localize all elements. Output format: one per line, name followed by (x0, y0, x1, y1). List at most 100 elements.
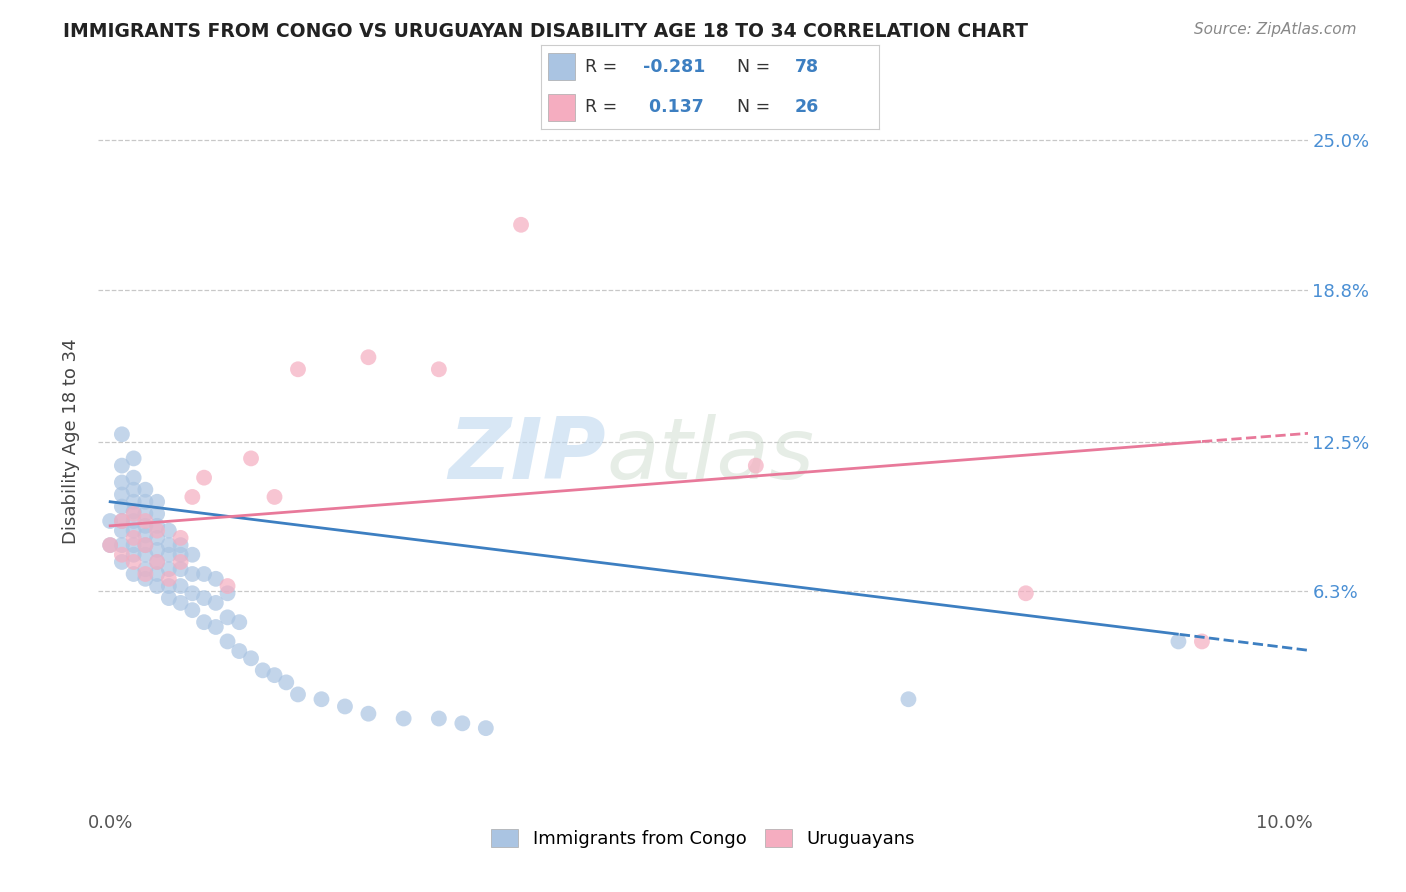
Text: Source: ZipAtlas.com: Source: ZipAtlas.com (1194, 22, 1357, 37)
Point (157, 572, 180, 586)
Text: ZIP: ZIP (449, 415, 606, 498)
Point (122, 538, 145, 552)
Text: R =: R = (585, 58, 623, 76)
Point (111, 514, 134, 528)
Point (1015, 586, 1038, 600)
Point (146, 542, 169, 557)
Point (169, 579, 191, 593)
Point (169, 548, 191, 562)
Text: N =: N = (737, 98, 776, 116)
Point (311, 692, 333, 706)
Point (157, 591, 180, 606)
Point (169, 562, 191, 576)
Point (122, 483, 145, 497)
Point (217, 586, 239, 600)
Point (169, 531, 191, 545)
Point (169, 596, 191, 610)
Point (181, 490, 204, 504)
Point (134, 572, 156, 586)
Point (134, 548, 156, 562)
Text: 0.137: 0.137 (643, 98, 703, 116)
Point (122, 494, 145, 508)
Text: IMMIGRANTS FROM CONGO VS URUGUAYAN DISABILITY AGE 18 TO 34 CORRELATION CHART: IMMIGRANTS FROM CONGO VS URUGUAYAN DISAB… (63, 22, 1028, 41)
Point (111, 538, 134, 552)
Point (263, 668, 285, 682)
Point (122, 524, 145, 538)
Point (134, 483, 156, 497)
Point (193, 615, 215, 630)
Text: 26: 26 (794, 98, 818, 116)
Point (146, 519, 169, 533)
Point (745, 458, 768, 473)
Point (134, 514, 156, 528)
Point (157, 524, 180, 538)
Point (240, 651, 263, 665)
Point (146, 555, 169, 569)
Point (357, 706, 380, 721)
Point (204, 572, 226, 586)
Point (146, 507, 169, 521)
Point (193, 567, 215, 582)
Point (122, 567, 145, 582)
Point (122, 514, 145, 528)
Text: -0.281: -0.281 (643, 58, 704, 76)
Point (157, 562, 180, 576)
Point (98, 514, 121, 528)
Point (181, 586, 204, 600)
Point (333, 699, 356, 714)
Point (193, 591, 215, 606)
Point (146, 531, 169, 545)
Point (134, 507, 156, 521)
Point (146, 555, 169, 569)
Point (204, 596, 226, 610)
Point (146, 567, 169, 582)
Point (392, 712, 415, 726)
Point (157, 548, 180, 562)
Point (217, 634, 239, 648)
Point (252, 664, 274, 678)
Point (111, 524, 134, 538)
Point (146, 524, 169, 538)
Point (357, 350, 380, 364)
Point (181, 567, 204, 582)
Point (217, 610, 239, 624)
Point (1167, 634, 1189, 648)
Point (98, 538, 121, 552)
Point (122, 504, 145, 518)
Point (122, 451, 145, 466)
Point (897, 692, 920, 706)
Bar (548, 54, 575, 80)
Point (111, 427, 134, 442)
Point (287, 362, 309, 376)
Point (111, 458, 134, 473)
Text: 78: 78 (794, 58, 818, 76)
Point (122, 507, 145, 521)
Point (427, 362, 450, 376)
Point (287, 687, 309, 701)
Point (204, 620, 226, 634)
Bar (548, 94, 575, 120)
Point (1191, 634, 1213, 648)
Point (475, 721, 498, 735)
Point (181, 548, 204, 562)
Text: N =: N = (737, 58, 776, 76)
Point (122, 555, 145, 569)
Point (146, 494, 169, 508)
Point (134, 538, 156, 552)
Point (228, 644, 250, 658)
Legend: Immigrants from Congo, Uruguayans: Immigrants from Congo, Uruguayans (484, 822, 922, 855)
Point (510, 218, 533, 232)
Point (111, 548, 134, 562)
Point (134, 562, 156, 576)
Point (157, 538, 180, 552)
Point (111, 514, 134, 528)
Point (134, 538, 156, 552)
Text: atlas: atlas (606, 415, 814, 498)
Point (134, 494, 156, 508)
Point (111, 487, 134, 501)
Point (122, 531, 145, 545)
Point (111, 555, 134, 569)
Point (427, 712, 450, 726)
Point (193, 471, 215, 485)
Point (451, 716, 474, 731)
